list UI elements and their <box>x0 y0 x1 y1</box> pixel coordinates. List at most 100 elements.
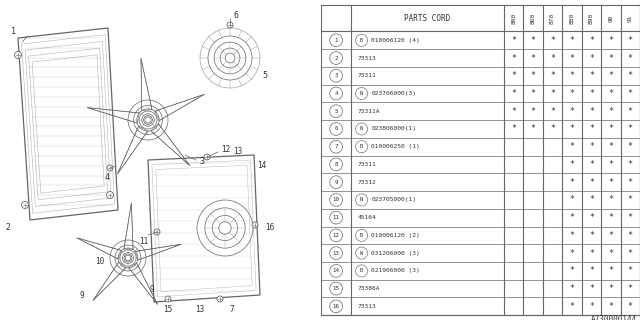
Text: *: * <box>609 107 613 116</box>
Circle shape <box>165 296 171 302</box>
Text: *: * <box>570 71 575 80</box>
Text: *: * <box>531 89 536 98</box>
Text: 890: 890 <box>589 12 594 24</box>
Text: *: * <box>570 89 575 98</box>
Text: *: * <box>628 71 633 80</box>
Circle shape <box>227 22 233 28</box>
Text: 90: 90 <box>609 14 613 22</box>
Text: 010006120 (2): 010006120 (2) <box>371 233 420 238</box>
Text: *: * <box>570 249 575 258</box>
Text: W: W <box>360 251 363 256</box>
Text: *: * <box>531 107 536 116</box>
Text: *: * <box>628 53 633 62</box>
Text: 1: 1 <box>334 38 338 43</box>
Text: 880: 880 <box>570 12 575 24</box>
Text: 13: 13 <box>234 148 243 156</box>
Text: *: * <box>628 266 633 275</box>
Text: 2: 2 <box>6 223 10 233</box>
Text: 870: 870 <box>550 12 555 24</box>
Text: N: N <box>360 126 363 132</box>
Text: *: * <box>628 284 633 293</box>
Text: *: * <box>628 213 633 222</box>
Text: 73386A: 73386A <box>358 286 380 291</box>
Text: 73311A: 73311A <box>358 109 380 114</box>
Circle shape <box>106 191 113 198</box>
Text: *: * <box>609 266 613 275</box>
Text: 73311: 73311 <box>358 162 377 167</box>
Text: *: * <box>589 89 594 98</box>
Circle shape <box>22 202 29 209</box>
Text: 13: 13 <box>333 251 340 256</box>
Text: 4: 4 <box>334 91 338 96</box>
Text: *: * <box>511 53 516 62</box>
Text: *: * <box>570 142 575 151</box>
Text: 2: 2 <box>334 55 338 60</box>
Text: *: * <box>589 302 594 311</box>
Text: *: * <box>628 196 633 204</box>
Text: 031206000 (3): 031206000 (3) <box>371 251 420 256</box>
Text: 8: 8 <box>334 162 338 167</box>
Text: *: * <box>511 107 516 116</box>
Text: 11: 11 <box>140 237 148 246</box>
Text: 010006250 (1): 010006250 (1) <box>371 144 420 149</box>
Text: *: * <box>589 266 594 275</box>
Text: *: * <box>628 302 633 311</box>
Text: *: * <box>570 107 575 116</box>
Circle shape <box>217 296 223 302</box>
Circle shape <box>252 222 258 228</box>
Text: *: * <box>570 213 575 222</box>
Text: 3: 3 <box>334 73 338 78</box>
Text: 16: 16 <box>266 223 275 233</box>
Text: *: * <box>628 124 633 133</box>
Text: 14: 14 <box>257 161 267 170</box>
Text: 10: 10 <box>95 258 104 267</box>
Text: 12: 12 <box>221 146 230 155</box>
Text: *: * <box>589 160 594 169</box>
Text: N: N <box>360 91 363 96</box>
Text: *: * <box>589 53 594 62</box>
Text: *: * <box>570 53 575 62</box>
Text: *: * <box>609 53 613 62</box>
Text: *: * <box>550 53 555 62</box>
Text: 14: 14 <box>333 268 340 273</box>
Text: 021906000 (3): 021906000 (3) <box>371 268 420 273</box>
Text: *: * <box>628 249 633 258</box>
Text: *: * <box>589 142 594 151</box>
Text: 1: 1 <box>12 28 17 36</box>
Text: *: * <box>570 196 575 204</box>
Text: 73311: 73311 <box>358 73 377 78</box>
Text: *: * <box>570 160 575 169</box>
Text: *: * <box>589 213 594 222</box>
Text: *: * <box>589 36 594 45</box>
Text: 11: 11 <box>333 215 340 220</box>
Text: *: * <box>589 71 594 80</box>
Text: *: * <box>609 213 613 222</box>
Text: *: * <box>609 231 613 240</box>
Circle shape <box>154 229 160 235</box>
Text: *: * <box>570 302 575 311</box>
Text: *: * <box>628 89 633 98</box>
Text: *: * <box>570 284 575 293</box>
Text: *: * <box>609 89 613 98</box>
Text: *: * <box>609 71 613 80</box>
Text: *: * <box>628 231 633 240</box>
Text: *: * <box>550 71 555 80</box>
Text: *: * <box>550 107 555 116</box>
Text: 7: 7 <box>334 144 338 149</box>
Text: 15: 15 <box>163 306 173 315</box>
Text: A730000144: A730000144 <box>591 315 637 320</box>
Text: *: * <box>570 124 575 133</box>
Text: N: N <box>360 197 363 203</box>
Text: *: * <box>589 107 594 116</box>
Text: 860: 860 <box>531 12 536 24</box>
Text: 7: 7 <box>230 306 234 315</box>
Text: 023806000(1): 023806000(1) <box>371 126 417 132</box>
Text: 15: 15 <box>333 286 340 291</box>
Text: *: * <box>531 71 536 80</box>
Text: *: * <box>609 142 613 151</box>
Text: *: * <box>511 71 516 80</box>
Text: 10: 10 <box>333 197 340 203</box>
Text: *: * <box>570 178 575 187</box>
Text: *: * <box>628 142 633 151</box>
Text: 73312: 73312 <box>358 180 377 185</box>
